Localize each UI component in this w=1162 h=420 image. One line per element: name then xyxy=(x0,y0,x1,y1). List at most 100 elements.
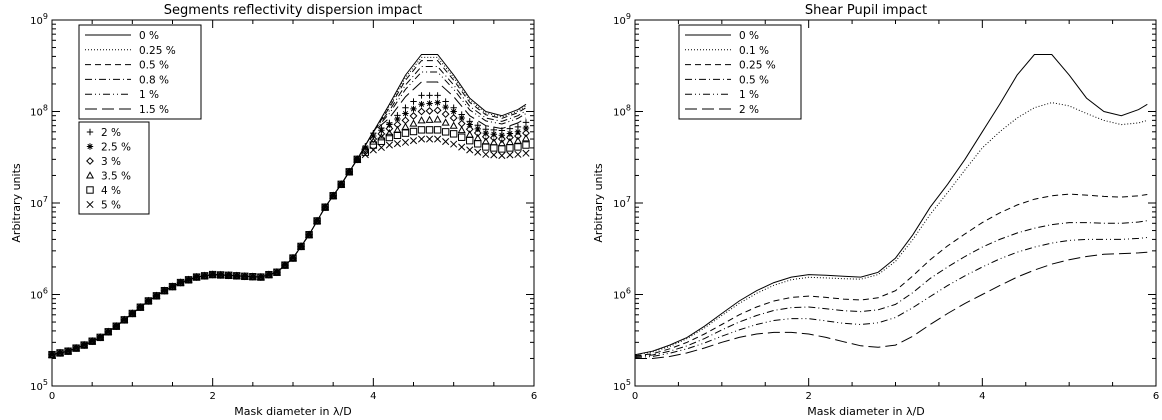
data-point xyxy=(168,282,177,290)
x-axis-label: Mask diameter in λ/D xyxy=(807,405,924,418)
data-point xyxy=(514,132,522,140)
legend-entry-label: 0.25 % xyxy=(139,45,176,57)
data-point xyxy=(433,115,442,123)
legend-entry-label: 0.5 % xyxy=(139,60,169,72)
data-point xyxy=(489,133,498,142)
legend-markers-box xyxy=(78,121,150,215)
legend-entry-label: 0.1 % xyxy=(739,45,769,57)
data-point xyxy=(434,99,441,106)
data-point xyxy=(168,283,177,291)
y-tick-label: 106 xyxy=(30,287,48,302)
x-tick-label: 6 xyxy=(531,391,537,402)
legend-entry-label: 1 % xyxy=(739,89,759,101)
data-point xyxy=(522,119,530,126)
data-point xyxy=(377,129,386,138)
data-point xyxy=(353,155,361,164)
data-point xyxy=(144,297,152,305)
data-point xyxy=(56,349,64,357)
data-point xyxy=(241,272,249,280)
data-point xyxy=(112,322,120,330)
legend-entry-label: 1 % xyxy=(139,89,159,101)
data-point xyxy=(80,340,89,349)
data-point xyxy=(442,98,449,105)
data-point xyxy=(385,124,394,133)
data-point xyxy=(257,273,265,281)
data-point xyxy=(329,191,338,199)
data-point xyxy=(313,216,322,225)
data-point xyxy=(498,152,506,160)
series-markers xyxy=(48,126,530,359)
data-point xyxy=(288,253,298,262)
data-point xyxy=(417,116,426,124)
x-tick-label: 0 xyxy=(632,391,638,402)
data-point xyxy=(489,138,498,146)
data-point xyxy=(297,242,305,251)
data-point xyxy=(112,322,120,330)
data-point xyxy=(280,260,290,269)
data-point xyxy=(241,272,249,281)
data-point xyxy=(176,279,185,287)
data-point xyxy=(377,137,386,145)
data-point xyxy=(417,126,426,134)
data-point xyxy=(426,135,434,143)
data-point xyxy=(136,303,144,311)
data-point xyxy=(80,341,88,349)
data-point xyxy=(256,272,265,281)
data-point xyxy=(401,122,410,130)
data-point xyxy=(104,328,112,336)
data-point xyxy=(249,273,257,281)
data-point xyxy=(64,346,73,355)
data-point xyxy=(104,327,113,335)
chart-title: Segments reflectivity dispersion impact xyxy=(164,3,422,18)
series-markers xyxy=(48,135,530,359)
data-point xyxy=(80,341,88,349)
data-point xyxy=(72,344,80,352)
series-line xyxy=(634,102,1148,356)
data-point xyxy=(72,343,81,352)
data-point xyxy=(64,347,72,355)
legend-marker-sample xyxy=(85,171,95,179)
data-point xyxy=(321,203,329,211)
data-point xyxy=(514,128,522,135)
data-point xyxy=(513,136,522,144)
data-point xyxy=(466,146,474,154)
legend-lines: 0 % 0.25 % 0.5 % 0.8 % 1 % 1.5 % xyxy=(78,24,202,120)
data-point xyxy=(72,344,80,352)
data-point xyxy=(265,271,273,279)
y-axis-label: Arbitrary units xyxy=(10,163,23,243)
y-tick-label: 109 xyxy=(613,12,631,27)
data-point xyxy=(112,322,121,330)
data-point xyxy=(441,128,450,136)
x-tick-label: 2 xyxy=(209,391,215,402)
data-point xyxy=(184,276,193,284)
data-point xyxy=(409,137,418,145)
data-point xyxy=(232,271,241,279)
data-point xyxy=(465,130,474,138)
data-point xyxy=(313,217,321,225)
data-point xyxy=(152,292,161,300)
legend-entry-label: 0.8 % xyxy=(139,74,169,86)
data-point xyxy=(441,110,450,119)
series-line xyxy=(634,237,1148,358)
series-line xyxy=(635,251,1148,359)
data-point xyxy=(522,129,530,138)
data-point xyxy=(160,287,169,295)
x-tick-label: 4 xyxy=(370,391,376,402)
data-point xyxy=(385,133,394,142)
data-point xyxy=(120,316,128,324)
data-point xyxy=(305,230,314,238)
data-point xyxy=(426,100,433,107)
x-tick-label: 2 xyxy=(805,391,811,402)
data-point xyxy=(296,242,306,250)
data-point xyxy=(394,115,401,123)
series-markers xyxy=(47,115,531,358)
data-point xyxy=(225,271,233,280)
data-point xyxy=(466,121,473,128)
data-point xyxy=(144,297,153,305)
data-point xyxy=(505,137,514,146)
chart-reflectivity-dispersion: Segments reflectivity dispersion impact … xyxy=(10,3,537,418)
data-point xyxy=(457,125,466,134)
data-point xyxy=(329,192,337,200)
data-point xyxy=(297,242,305,250)
data-point xyxy=(409,119,418,127)
